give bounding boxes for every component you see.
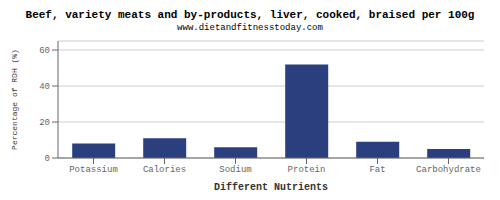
- svg-text:Potassium: Potassium: [69, 165, 118, 175]
- svg-text:Carbohydrate: Carbohydrate: [416, 165, 481, 175]
- svg-text:Different Nutrients: Different Nutrients: [214, 182, 328, 192]
- svg-text:Percentage of RDH (%): Percentage of RDH (%): [10, 49, 19, 150]
- svg-text:40: 40: [39, 82, 50, 92]
- html-text:www.dietandfitnesstoday.com: www.dietandfitnesstoday.com: [177, 23, 323, 33]
- svg-text:60: 60: [39, 46, 50, 56]
- svg-text:Sodium: Sodium: [219, 165, 251, 175]
- svg-text:20: 20: [39, 118, 50, 128]
- svg-text:Calories: Calories: [143, 165, 186, 175]
- svg-text:Fat: Fat: [369, 165, 385, 175]
- svg-text:Protein: Protein: [288, 165, 326, 175]
- html-text:Beef, variety meats and by-pro: Beef, variety meats and by-products, liv…: [25, 9, 475, 21]
- svg-text:0: 0: [45, 154, 50, 164]
